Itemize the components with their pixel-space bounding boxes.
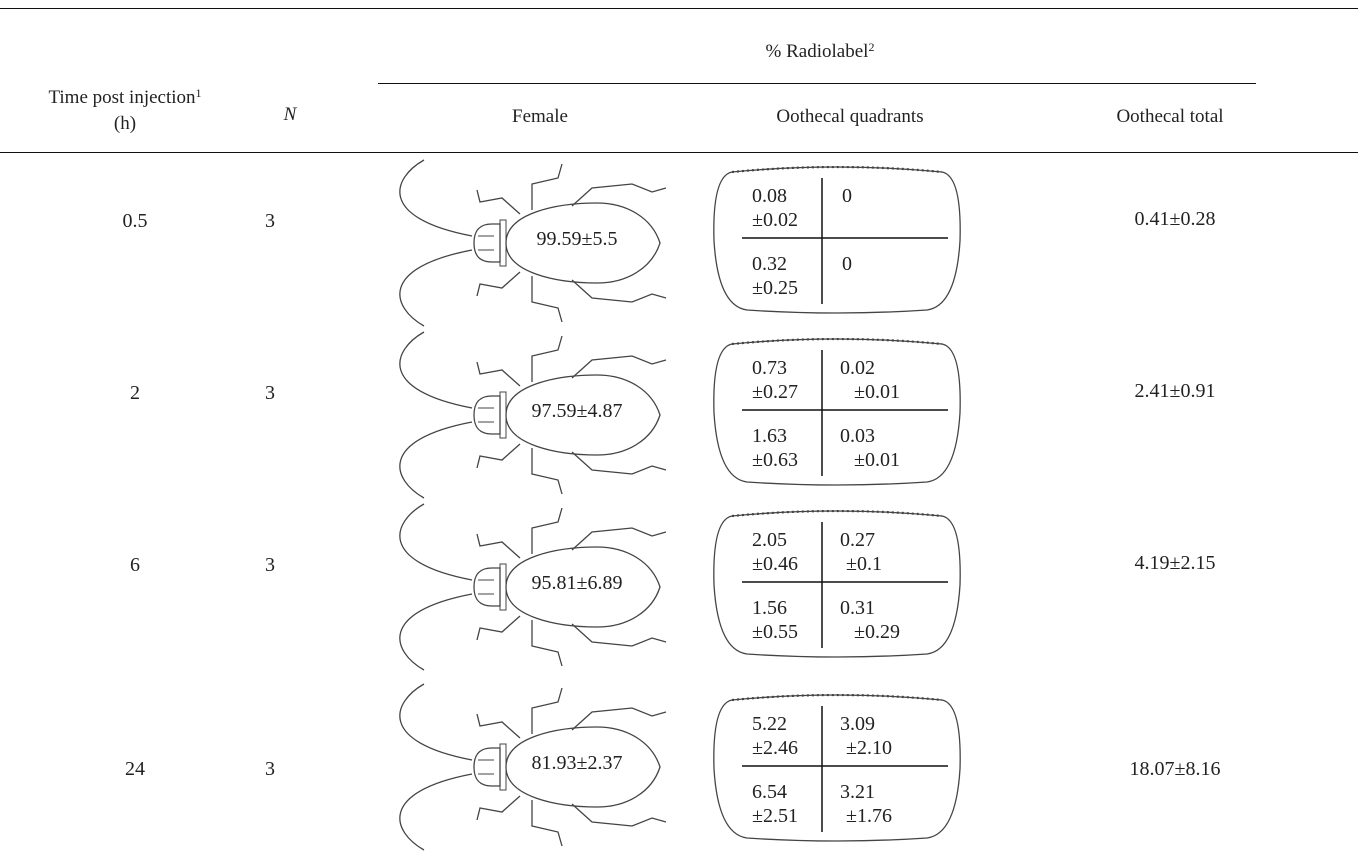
total-cell: 18.07±8.16 — [1129, 758, 1221, 780]
quadrant-top-left: 0.73 ±0.27 — [752, 357, 798, 403]
quadrant-bottom-left: 1.63 ±0.63 — [752, 425, 798, 471]
quadrant-top-left: 0.08 ±0.02 — [752, 185, 798, 231]
n-cell: 3 — [265, 758, 275, 780]
quadrants-header: Oothecal quadrants — [776, 106, 924, 127]
time-cell: 24 — [125, 758, 145, 780]
table-row: 2 3 97.59±4.87 0.73 ±0.27 0.02 ±0.01 1.63 ±… — [0, 330, 1358, 500]
female-header: Female — [512, 106, 568, 127]
n-cell: 3 — [265, 382, 275, 404]
quadrant-top-right: 0.27 ±0.1 — [840, 529, 882, 575]
ootheca-diagram: 0.73 ±0.27 0.02 ±0.01 1.63 ±0.63 0.03 ±0.01 — [712, 338, 962, 488]
cockroach-illustration: 95.81±6.89 — [382, 502, 682, 672]
top-rule — [0, 8, 1358, 9]
female-value: 99.59±5.5 — [536, 228, 618, 250]
radiolabel-span-rule — [378, 83, 1256, 84]
n-header: N — [283, 104, 297, 125]
ootheca-diagram: 0.08 ±0.02 0 0.32 ±0.25 0 — [712, 166, 962, 316]
total-header: Oothecal total — [1116, 106, 1224, 127]
cockroach-illustration: 81.93±2.37 — [382, 682, 682, 852]
table-row: 0.5 3 99.59±5.5 0.08 ±0.02 0 0.32 ±0.25 — [0, 158, 1358, 328]
total-cell: 4.19±2.15 — [1134, 552, 1216, 574]
header-bottom-rule — [0, 152, 1358, 153]
ootheca-diagram: 5.22 ±2.46 3.09 ±2.10 6.54 ±2.51 3.21 ±1.76 — [712, 694, 962, 844]
table-row: 6 3 95.81±6.89 2.05 ±0.46 0.27 ±0.1 1.56 ±0… — [0, 502, 1358, 672]
quadrant-top-left: 2.05 ±0.46 — [752, 529, 798, 575]
cockroach-illustration: 97.59±4.87 — [382, 330, 682, 500]
ootheca-diagram: 2.05 ±0.46 0.27 ±0.1 1.56 ±0.55 0.31 ±0.29 — [712, 510, 962, 660]
cockroach-illustration: 99.59±5.5 — [382, 158, 682, 328]
total-cell: 2.41±0.91 — [1134, 380, 1216, 402]
radiolabel-header: % Radiolabel2 — [765, 40, 875, 62]
quadrant-top-left: 5.22 ±2.46 — [752, 713, 798, 759]
quadrant-top-right: 0.02 ±0.01 — [840, 357, 900, 403]
quadrant-bottom-right: 0.31 ±0.29 — [840, 597, 900, 643]
female-value: 95.81±6.89 — [531, 572, 623, 594]
n-cell: 3 — [265, 210, 275, 232]
table-row: 24 3 81.93±2.37 5.22 ±2.46 3.09 ±2.10 6.54… — [0, 674, 1358, 851]
time-cell: 6 — [130, 554, 140, 576]
quadrant-top-right: 3.09 ±2.10 — [840, 713, 892, 759]
female-value: 97.59±4.87 — [531, 400, 623, 422]
female-value: 81.93±2.37 — [531, 752, 623, 774]
quadrant-bottom-right: 0 — [842, 253, 852, 275]
time-cell: 2 — [130, 382, 140, 404]
n-cell: 3 — [265, 554, 275, 576]
time-cell: 0.5 — [122, 210, 148, 232]
quadrant-bottom-left: 0.32 ±0.25 — [752, 253, 798, 299]
quadrant-bottom-left: 1.56 ±0.55 — [752, 597, 798, 643]
time-header: Time post injection1 (h) — [48, 86, 202, 134]
quadrant-top-right: 0 — [842, 185, 852, 207]
quadrant-bottom-right: 0.03 ±0.01 — [840, 425, 900, 471]
quadrant-bottom-right: 3.21 ±1.76 — [840, 781, 892, 827]
quadrant-bottom-left: 6.54 ±2.51 — [752, 781, 798, 827]
total-cell: 0.41±0.28 — [1134, 208, 1216, 230]
